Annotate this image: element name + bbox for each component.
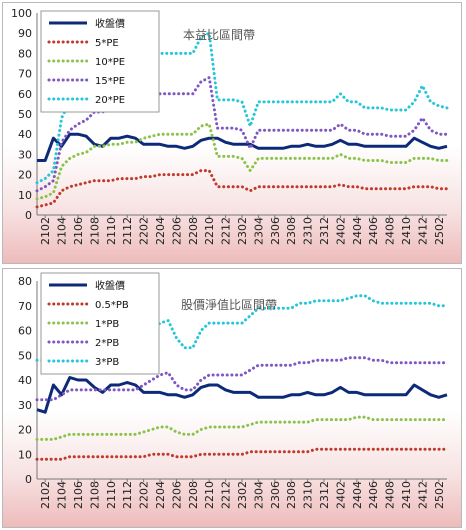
y-tick-label: 70 — [18, 300, 32, 313]
x-tick-label: 2110 — [105, 217, 118, 245]
legend-label: 3*PB — [95, 357, 119, 368]
legend-label: 2*PB — [95, 338, 119, 349]
y-tick-label: 80 — [18, 47, 32, 60]
pe-band-chart: 0 10 20 30 40 50 60 70 80 90 100 2102 2104 2106 2108 21… — [11, 7, 449, 245]
y-tick-label: 0 — [25, 473, 32, 486]
x-tick-label: 2202 — [138, 217, 151, 245]
legend: 收盤價 5*PE 10*PE 15*PE 20*PE — [40, 10, 160, 113]
legend-label: 收盤價 — [95, 279, 125, 292]
legend-label: 收盤價 — [95, 17, 125, 30]
x-tick-label: 2206 — [170, 481, 183, 509]
x-tick-label: 2308 — [285, 217, 298, 245]
series-line — [35, 122, 449, 201]
series-line — [37, 132, 448, 162]
legend-label: 5*PE — [95, 38, 119, 49]
x-tick-label: 2206 — [170, 217, 183, 245]
x-tick-label: 2402 — [334, 481, 347, 509]
x-tick-label: 2106 — [72, 217, 85, 245]
series-line — [36, 376, 448, 414]
x-tick-label: 2210 — [203, 481, 216, 509]
legend-label: 0.5*PB — [95, 300, 129, 311]
y-tick-label: 30 — [18, 399, 32, 412]
y-tick-label: 50 — [18, 349, 32, 362]
x-tick-label: 2402 — [334, 217, 347, 245]
series-line — [35, 415, 449, 441]
x-tick-label: 2204 — [154, 481, 167, 509]
series-line — [35, 75, 449, 193]
x-tick-label: 2406 — [367, 217, 380, 245]
y-tick-label: 20 — [18, 169, 32, 182]
x-tick-label: 2102 — [39, 481, 52, 509]
y-tick-label: 90 — [18, 27, 32, 40]
y-tick-label: 60 — [18, 88, 32, 101]
x-tick-label: 2112 — [121, 481, 134, 509]
x-tick-label: 2410 — [400, 217, 413, 245]
y-tick-label: 10 — [18, 189, 32, 202]
x-tick-label: 2408 — [384, 217, 397, 245]
series-line — [35, 30, 449, 185]
chart-title: 股價淨值比區間帶 — [181, 297, 277, 312]
y-tick-label: 40 — [18, 128, 32, 141]
legend-label: 10*PE — [95, 57, 125, 68]
x-tick-label: 2208 — [187, 217, 200, 245]
x-tick-label: 2112 — [121, 217, 134, 245]
x-tick-label: 2108 — [88, 481, 101, 509]
chart-title: 本益比區間帶 — [183, 28, 255, 42]
x-tick-label: 2104 — [56, 481, 69, 509]
x-tick-label: 2408 — [384, 481, 397, 509]
pe-band-chart-panel: 0 10 20 30 40 50 60 70 80 90 100 2102 2104 2106 2108 21… — [2, 2, 462, 264]
x-tick-label: 2502 — [433, 481, 446, 509]
x-tick-label: 2312 — [318, 217, 331, 245]
x-tick-label: 2310 — [302, 481, 315, 509]
legend-box — [40, 272, 160, 375]
y-tick-label: 80 — [18, 275, 32, 288]
x-tick-label: 2104 — [56, 217, 69, 245]
series-line — [35, 169, 449, 209]
x-tick-label: 2304 — [252, 481, 265, 509]
x-tick-label: 2106 — [72, 481, 85, 509]
y-tick-label: 50 — [18, 108, 32, 121]
x-tick-label: 2202 — [138, 481, 151, 509]
x-tick-label: 2412 — [416, 481, 429, 509]
series-line — [35, 356, 449, 402]
pb-band-chart: 0 10 20 30 40 50 60 70 80 2102 2104 2106 2108 2110 211… — [18, 272, 449, 509]
y-tick-label: 100 — [11, 7, 32, 20]
x-tick-label: 2204 — [154, 217, 167, 245]
x-tick-label: 2306 — [269, 481, 282, 509]
legend-label: 15*PE — [95, 76, 125, 87]
x-tick-label: 2404 — [351, 481, 364, 509]
x-tick-label: 2110 — [105, 481, 118, 509]
legend: 收盤價 0.5*PB 1*PB 2*PB 3*PB — [40, 272, 160, 375]
x-tick-label: 2208 — [187, 481, 200, 509]
x-tick-label: 2410 — [400, 481, 413, 509]
x-tick-label: 2210 — [203, 217, 216, 245]
series-line — [35, 447, 449, 461]
x-tick-label: 2412 — [416, 217, 429, 245]
y-tick-label: 0 — [25, 209, 32, 222]
x-tick-label: 2312 — [318, 481, 331, 509]
y-tick-label: 20 — [18, 424, 32, 437]
y-tick-label: 30 — [18, 148, 32, 161]
x-tick-label: 2310 — [302, 217, 315, 245]
y-tick-label: 70 — [18, 68, 32, 81]
x-tick-label: 2302 — [236, 217, 249, 245]
x-tick-label: 2212 — [220, 217, 233, 245]
pb-band-chart-panel: 0 10 20 30 40 50 60 70 80 2102 2104 2106 2108 2110 211… — [2, 268, 462, 528]
x-tick-label: 2406 — [367, 481, 380, 509]
y-tick-label: 40 — [18, 374, 32, 387]
y-tick-label: 60 — [18, 325, 32, 338]
x-tick-label: 2108 — [88, 217, 101, 245]
legend-box — [40, 10, 160, 113]
x-tick-label: 2212 — [220, 481, 233, 509]
x-tick-label: 2308 — [285, 481, 298, 509]
x-tick-label: 2302 — [236, 481, 249, 509]
x-tick-label: 2304 — [252, 217, 265, 245]
x-tick-label: 2404 — [351, 217, 364, 245]
y-tick-label: 10 — [18, 448, 32, 461]
legend-label: 1*PB — [95, 319, 119, 330]
x-tick-label: 2102 — [39, 217, 52, 245]
x-tick-label: 2306 — [269, 217, 282, 245]
x-tick-label: 2502 — [433, 217, 446, 245]
legend-label: 20*PE — [95, 95, 125, 106]
